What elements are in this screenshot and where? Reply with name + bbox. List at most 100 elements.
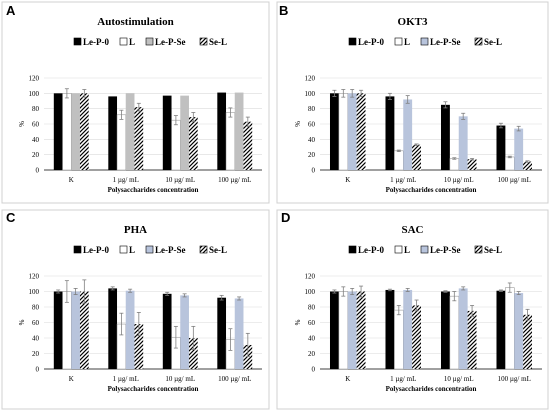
- bar-le-p-0-2: [162, 293, 172, 369]
- x-tick-label: K: [69, 375, 74, 383]
- y-tick-label: 0: [36, 167, 40, 175]
- legend-swatch: [420, 37, 429, 46]
- legend-label: Le-P-0: [83, 245, 109, 255]
- bar-le-p-se-3: [514, 293, 524, 369]
- x-tick-label: 10 µg/ mL: [444, 176, 474, 184]
- y-axis-label: %: [294, 319, 302, 325]
- y-tick-label: 60: [32, 319, 40, 327]
- y-tick-label: 80: [308, 304, 316, 312]
- bar-se-l-3: [243, 121, 253, 170]
- x-axis-label: Polysaccharides concentration: [108, 186, 199, 194]
- bar-l-1: [394, 150, 404, 171]
- legend-item: Le-P-0: [348, 245, 384, 255]
- y-tick-label: 80: [32, 304, 40, 312]
- legend-item: L: [119, 37, 135, 47]
- legend-label: Le-P-0: [358, 245, 384, 255]
- bar-l-0: [338, 291, 348, 370]
- bar-le-p-0-0: [53, 93, 63, 170]
- panel-A: A Autostimulation Le-P-0 L Le-P-Se Se-L 0 20 40 6…: [1, 1, 270, 204]
- y-axis-label: %: [294, 121, 302, 127]
- y-tick-label: 120: [305, 273, 316, 281]
- legend-swatch: [348, 37, 357, 46]
- y-tick-label: 20: [308, 151, 316, 159]
- legend-swatch: [73, 37, 82, 46]
- legend-item: Le-P-Se: [420, 245, 461, 255]
- chart-title: SAC: [401, 224, 423, 236]
- x-tick-label: 10 µg/ mL: [165, 375, 195, 383]
- legend-swatch: [474, 245, 483, 254]
- x-axis-label: Polysaccharides concentration: [386, 186, 477, 194]
- y-tick-label: 0: [36, 366, 40, 374]
- bar-le-p-se-1: [403, 289, 413, 369]
- bar-l-2: [449, 295, 459, 370]
- y-tick-label: 0: [312, 167, 316, 175]
- bar-l-1: [394, 309, 404, 370]
- x-tick-label: 100 µg/ mL: [218, 176, 251, 184]
- chart-title: Autostimulation: [97, 16, 173, 28]
- y-tick-label: 120: [305, 75, 316, 83]
- legend-swatch: [145, 245, 154, 254]
- legend-item: Le-P-0: [73, 245, 109, 255]
- legend-label: L: [404, 37, 410, 47]
- legend-swatch: [474, 37, 483, 46]
- bar-le-p-se-3: [514, 128, 524, 170]
- legend-swatch: [119, 37, 128, 46]
- bar-le-p-0-2: [440, 291, 450, 369]
- bar-le-p-0-2: [440, 104, 450, 170]
- x-axis-label: Polysaccharides concentration: [386, 385, 477, 393]
- panel-letter: A: [6, 3, 16, 18]
- bar-se-l-2: [467, 310, 477, 369]
- bar-le-p-0-3: [496, 125, 506, 170]
- chart-title: PHA: [124, 224, 147, 236]
- legend-label: Le-P-0: [83, 37, 109, 47]
- legend-swatch: [145, 37, 154, 46]
- bar-le-p-0-2: [162, 95, 172, 170]
- bar-se-l-3: [523, 314, 533, 369]
- legend-swatch: [394, 245, 403, 254]
- bar-le-p-se-0: [71, 291, 80, 369]
- legend-label: Le-P-Se: [430, 37, 461, 47]
- y-tick-label: 100: [305, 288, 316, 296]
- y-tick-label: 100: [305, 90, 316, 98]
- panel-letter: D: [281, 210, 290, 225]
- panel-letter: B: [279, 3, 288, 18]
- legend-label: Se-L: [209, 37, 227, 47]
- legend-label: Se-L: [484, 245, 502, 255]
- legend-swatch: [420, 245, 429, 254]
- x-tick-label: 1 µg/ mL: [113, 375, 139, 383]
- legend-item: L: [119, 245, 135, 255]
- y-tick-label: 60: [308, 319, 316, 327]
- y-tick-label: 120: [29, 273, 40, 281]
- legend-item: Se-L: [199, 245, 227, 255]
- bar-se-l-3: [523, 161, 533, 170]
- legend-swatch: [348, 245, 357, 254]
- bar-le-p-0-0: [329, 291, 339, 369]
- panel-B: B OKT3 Le-P-0 L Le-P-Se Se-L 0 20 40 60 80 100 120% K…: [276, 1, 549, 204]
- x-tick-label: 100 µg/ mL: [498, 375, 531, 383]
- legend: Le-P-0 L Le-P-Se Se-L: [348, 245, 502, 255]
- legend-swatch: [199, 245, 208, 254]
- legend-item: Se-L: [474, 245, 502, 255]
- legend-label: Se-L: [209, 245, 227, 255]
- bar-le-p-se-1: [125, 93, 135, 170]
- bar-se-l-0: [356, 93, 366, 170]
- bar-l-0: [62, 93, 72, 171]
- x-axis-label: Polysaccharides concentration: [108, 385, 199, 393]
- legend-swatch: [73, 245, 82, 254]
- bar-l-3: [505, 156, 515, 171]
- legend-item: Le-P-0: [73, 37, 109, 47]
- legend-item: Se-L: [199, 37, 227, 47]
- y-tick-label: 100: [29, 288, 40, 296]
- legend-swatch: [394, 37, 403, 46]
- bars: [53, 88, 253, 171]
- bar-se-l-2: [188, 338, 198, 369]
- bar-le-p-se-0: [71, 93, 80, 170]
- bar-le-p-0-1: [385, 289, 395, 369]
- legend-item: Le-P-0: [348, 37, 384, 47]
- legend: Le-P-0 L Le-P-Se Se-L: [73, 37, 227, 47]
- legend-item: Se-L: [474, 37, 502, 47]
- legend: Le-P-0 L Le-P-Se Se-L: [348, 37, 502, 47]
- legend-label: L: [404, 245, 410, 255]
- bar-le-p-se-2: [180, 295, 189, 369]
- legend-label: L: [129, 245, 135, 255]
